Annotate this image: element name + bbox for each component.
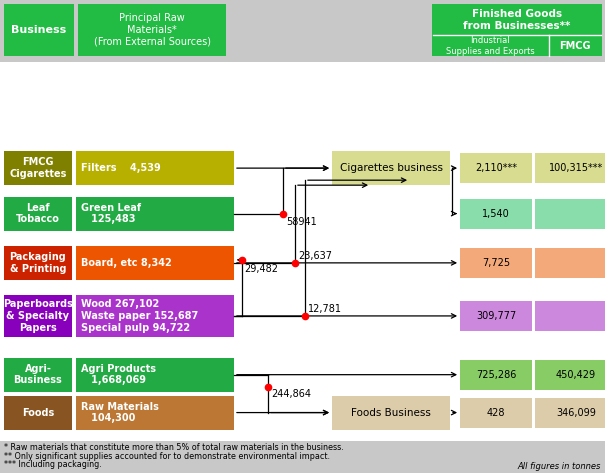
Text: 309,777: 309,777 [476,311,516,321]
Bar [535,301,605,331]
Bar [78,4,226,56]
Bar [0,62,605,441]
Text: Paperboards
& Specialty
Papers: Paperboards & Specialty Papers [3,299,73,333]
Bar [4,4,74,56]
Text: Cigarettes business: Cigarettes business [339,163,442,173]
Text: Foods Business: Foods Business [351,408,431,418]
Bar [332,151,450,185]
Text: Filters    4,539: Filters 4,539 [81,163,161,173]
Bar [76,151,234,185]
Text: 450,429: 450,429 [556,370,596,380]
Text: 244,864: 244,864 [271,389,311,399]
Text: Industrial
Supplies and Exports: Industrial Supplies and Exports [446,36,534,56]
Bar [4,197,72,231]
Text: Agri-
Business: Agri- Business [14,364,62,385]
Bar [460,153,532,183]
Text: 7,725: 7,725 [482,258,510,268]
Bar [535,199,605,228]
Bar [460,359,532,390]
Text: FMCG
Cigarettes: FMCG Cigarettes [9,158,67,179]
Bar [76,358,234,392]
Text: Finished Goods
from Businesses**: Finished Goods from Businesses** [463,9,571,31]
Text: 2,110***: 2,110*** [475,163,517,173]
Bar [460,398,532,428]
Text: Agri Products
   1,668,069: Agri Products 1,668,069 [81,364,156,385]
Text: Raw Materials
   104,300: Raw Materials 104,300 [81,402,159,423]
Bar [4,295,72,337]
Bar [460,248,532,278]
Text: 12,781: 12,781 [308,304,342,314]
Bar [535,359,605,390]
Bar [76,246,234,280]
Bar [0,0,605,60]
Text: 1,540: 1,540 [482,209,510,219]
Text: * Raw materials that constitute more than 5% of total raw materials in the busin: * Raw materials that constitute more tha… [4,443,344,452]
Text: Green Leaf
   125,483: Green Leaf 125,483 [81,203,141,224]
Text: FMCG: FMCG [559,41,590,51]
Text: Business: Business [11,25,67,35]
Bar [4,246,72,280]
Bar [535,153,605,183]
Text: All figures in tonnes: All figures in tonnes [518,462,601,471]
Text: 346,099: 346,099 [556,408,596,418]
Bar [76,395,234,429]
Text: 58941: 58941 [286,217,317,227]
Text: *** Including packaging.: *** Including packaging. [4,460,102,469]
Text: Foods: Foods [22,408,54,418]
Text: Wood 267,102
Waste paper 152,687
Special pulp 94,722: Wood 267,102 Waste paper 152,687 Special… [81,299,198,333]
Bar [535,398,605,428]
Text: 100,315***: 100,315*** [549,163,603,173]
Bar [432,4,602,56]
Bar [460,199,532,228]
Bar [535,248,605,278]
Text: 29,482: 29,482 [244,264,278,274]
Text: 428: 428 [487,408,505,418]
Bar [76,197,234,231]
Text: Leaf
Tobacco: Leaf Tobacco [16,203,60,224]
Text: Board, etc 8,342: Board, etc 8,342 [81,258,172,268]
Text: 725,286: 725,286 [476,370,516,380]
Bar [76,295,234,337]
Text: Packaging
& Printing: Packaging & Printing [10,252,67,274]
Text: Principal Raw
Materials*
(From External Sources): Principal Raw Materials* (From External … [94,13,211,47]
Bar [4,358,72,392]
Bar [460,301,532,331]
Bar [4,151,72,185]
Text: ** Only significant supplies accounted for to demonstrate environmental impact.: ** Only significant supplies accounted f… [4,452,330,461]
Bar [4,395,72,429]
Bar [332,395,450,429]
Text: 23,637: 23,637 [298,251,332,261]
